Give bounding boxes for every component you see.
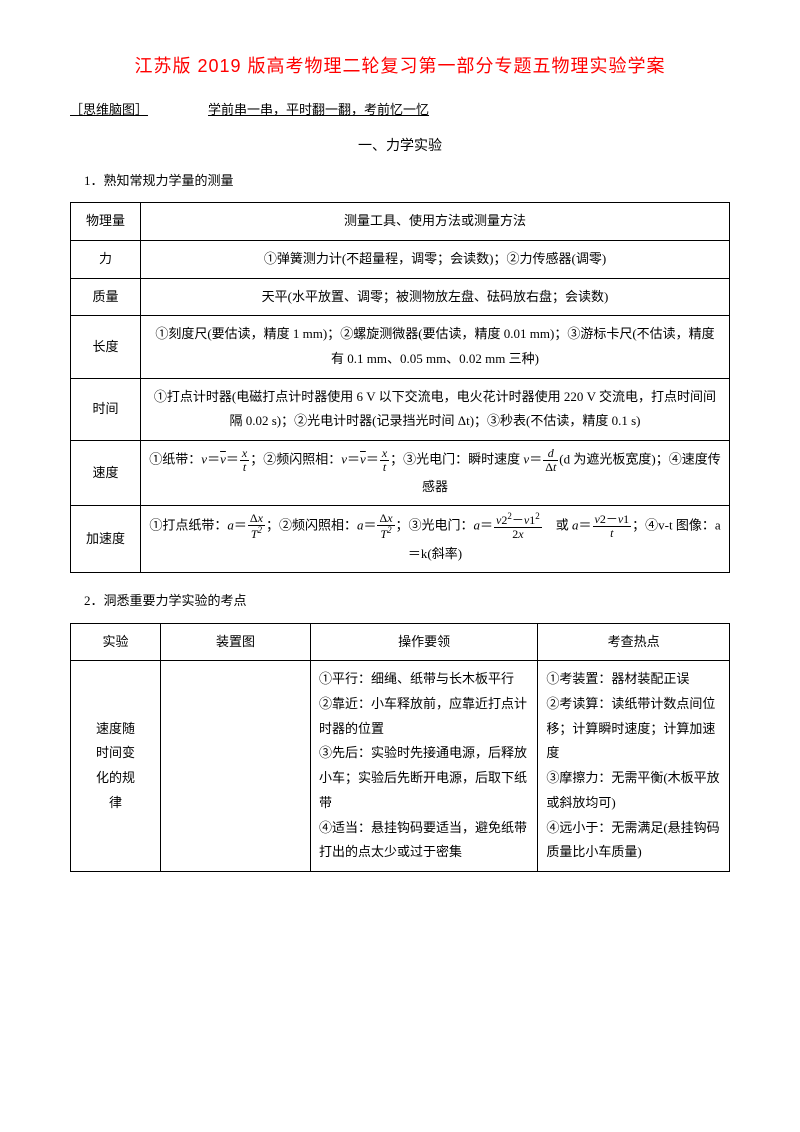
main-title: 江苏版 2019 版高考物理二轮复习第一部分专题五物理实验学案: [70, 50, 730, 82]
cell-accel: ①打点纸带：a＝ΔxT2；②频闪照相：a＝ΔxT2；③光电门：a＝v22－v12…: [141, 506, 730, 573]
header-ops: 操作要领: [311, 623, 538, 661]
cell-speed: ①纸带：v＝v＝xt；②频闪照相：v＝v＝xt；③光电门：瞬时速度 v＝dΔt(…: [141, 441, 730, 506]
header-hot: 考查热点: [538, 623, 730, 661]
cell-ops: ①平行：细绳、纸带与长木板平行 ②靠近：小车释放前，应靠近打点计时器的位置 ③先…: [311, 661, 538, 872]
cell-desc: ①弹簧测力计(不超量程，调零；会读数)；②力传感器(调零): [141, 241, 730, 279]
table-row: 长度 ①刻度尺(要估读，精度 1 mm)；②螺旋测微器(要估读，精度 0.01 …: [71, 316, 730, 378]
header-qty: 物理量: [71, 203, 141, 241]
cell-qty: 速度: [71, 441, 141, 506]
table-row: 时间 ①打点计时器(电磁打点计时器使用 6 V 以下交流电，电火花计时器使用 2…: [71, 378, 730, 440]
cell-qty: 长度: [71, 316, 141, 378]
table-row: 加速度 ①打点纸带：a＝ΔxT2；②频闪照相：a＝ΔxT2；③光电门：a＝v22…: [71, 506, 730, 573]
table-row: 实验 装置图 操作要领 考查热点: [71, 623, 730, 661]
cell-desc: ①刻度尺(要估读，精度 1 mm)；②螺旋测微器(要估读，精度 0.01 mm)…: [141, 316, 730, 378]
subtitle-row: ［思维脑图］ 学前串一串，平时翻一翻，考前忆一忆: [70, 98, 730, 121]
subtitle-right: 学前串一串，平时翻一翻，考前忆一忆: [208, 98, 730, 121]
section-heading: 一、力学实验: [70, 134, 730, 159]
cell-qty: 质量: [71, 278, 141, 316]
cell-qty: 力: [71, 241, 141, 279]
table-row: 物理量 测量工具、使用方法或测量方法: [71, 203, 730, 241]
cell-exp-name: 速度随 时间变 化的规 律: [71, 661, 161, 872]
table-row: 速度 ①纸带：v＝v＝xt；②频闪照相：v＝v＝xt；③光电门：瞬时速度 v＝d…: [71, 441, 730, 506]
subtitle-left: ［思维脑图］: [70, 98, 148, 121]
cell-qty: 加速度: [71, 506, 141, 573]
cell-diagram: [161, 661, 311, 872]
header-method: 测量工具、使用方法或测量方法: [141, 203, 730, 241]
cell-hot: ①考装置：器材装配正误 ②考读算：读纸带计数点间位移；计算瞬时速度；计算加速度 …: [538, 661, 730, 872]
table-measurements: 物理量 测量工具、使用方法或测量方法 力 ①弹簧测力计(不超量程，调零；会读数)…: [70, 202, 730, 573]
header-exp: 实验: [71, 623, 161, 661]
cell-desc: ①打点计时器(电磁打点计时器使用 6 V 以下交流电，电火花计时器使用 220 …: [141, 378, 730, 440]
cell-desc: 天平(水平放置、调零；被测物放左盘、砝码放右盘；会读数): [141, 278, 730, 316]
table-row: 质量 天平(水平放置、调零；被测物放左盘、砝码放右盘；会读数): [71, 278, 730, 316]
table-row: 速度随 时间变 化的规 律 ①平行：细绳、纸带与长木板平行 ②靠近：小车释放前，…: [71, 661, 730, 872]
cell-qty: 时间: [71, 378, 141, 440]
table-row: 力 ①弹簧测力计(不超量程，调零；会读数)；②力传感器(调零): [71, 241, 730, 279]
list-item-1: 1．熟知常规力学量的测量: [84, 169, 730, 192]
list-item-2: 2．洞悉重要力学实验的考点: [84, 589, 730, 612]
table-experiments: 实验 装置图 操作要领 考查热点 速度随 时间变 化的规 律 ①平行：细绳、纸带…: [70, 623, 730, 872]
header-img: 装置图: [161, 623, 311, 661]
